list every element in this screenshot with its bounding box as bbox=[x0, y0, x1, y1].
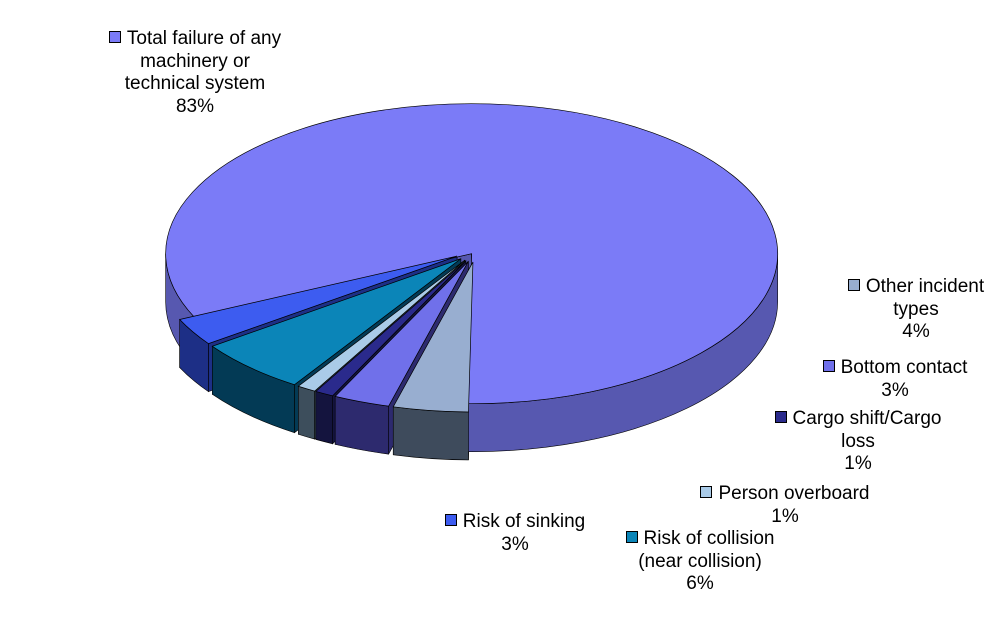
slice-wall-person-overboard-0 bbox=[298, 385, 315, 440]
slice-label-person-overboard: Person overboard 1% bbox=[680, 483, 890, 528]
slice-wall-cargo-shift-0 bbox=[315, 391, 333, 445]
slice-label-bottom-contact: Bottom contact 3% bbox=[800, 357, 990, 402]
slice-bottom-contact bbox=[334, 261, 469, 407]
slice-label-risk-sinking: Risk of sinking 3% bbox=[415, 511, 615, 556]
slice-risk-sinking bbox=[179, 255, 458, 345]
slice-label-risk-collision: Risk of collision (near collision) 6% bbox=[600, 528, 800, 596]
slice-label-total-failure: Total failure of any machinery or techni… bbox=[80, 28, 310, 118]
legend-key-risk-collision bbox=[625, 531, 638, 543]
slice-total-failure bbox=[165, 103, 778, 405]
legend-key-risk-sinking bbox=[444, 514, 457, 526]
slice-risk-collision bbox=[211, 258, 462, 386]
slice-person-overboard bbox=[297, 260, 465, 392]
legend-key-total-failure bbox=[108, 31, 121, 43]
legend-key-other-incident bbox=[847, 279, 860, 291]
slice-cargo-shift bbox=[315, 260, 467, 397]
slice-wall-other-incident-0 bbox=[392, 406, 469, 461]
legend-key-cargo-shift bbox=[774, 411, 787, 423]
slice-other-incident bbox=[392, 261, 474, 413]
legend-key-bottom-contact bbox=[822, 360, 835, 372]
slice-label-other-incident: Other incident types 4% bbox=[826, 276, 1000, 344]
slice-label-cargo-shift: Cargo shift/Cargo loss 1% bbox=[752, 408, 964, 476]
legend-key-person-overboard bbox=[700, 486, 713, 498]
